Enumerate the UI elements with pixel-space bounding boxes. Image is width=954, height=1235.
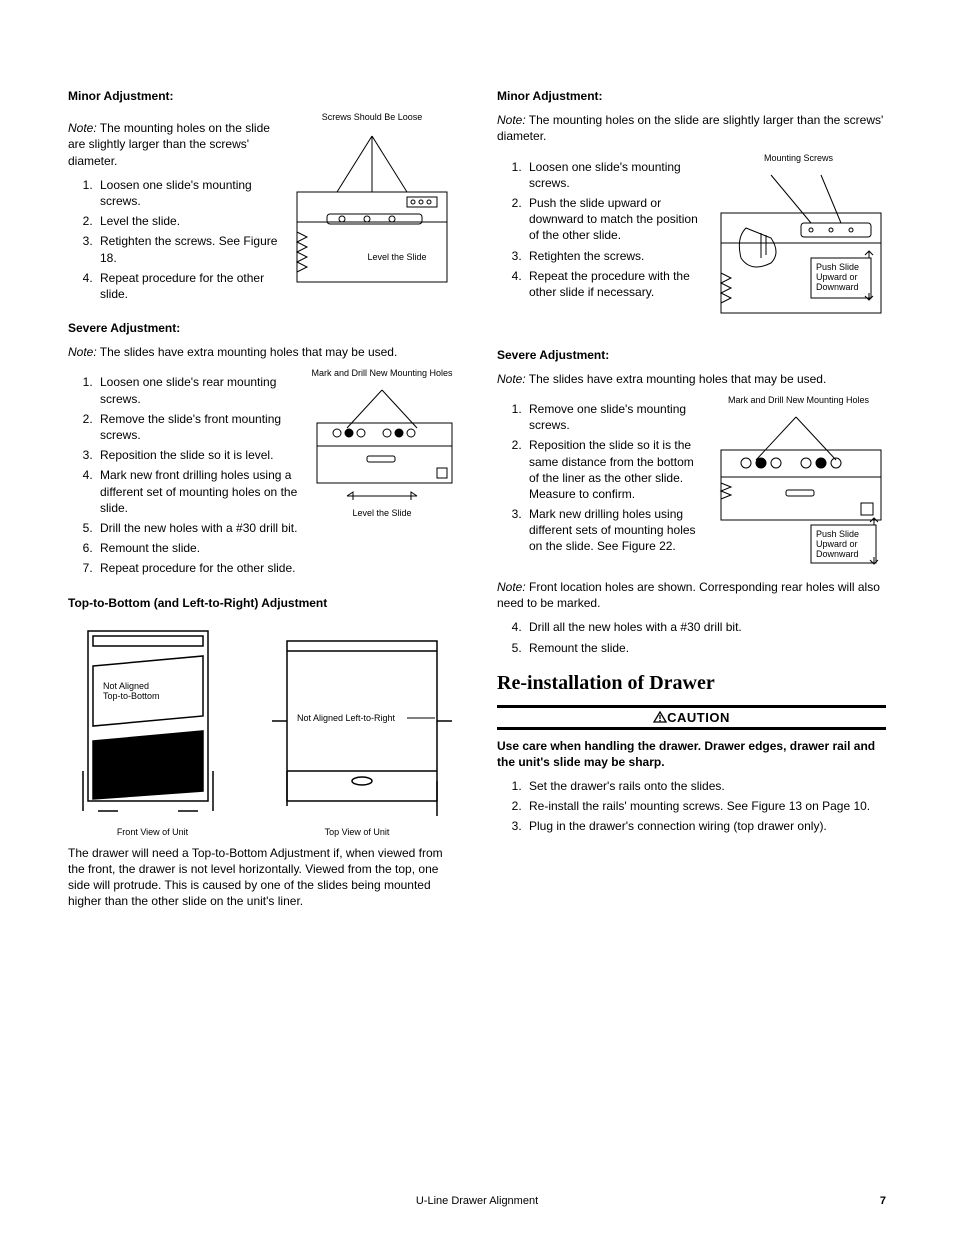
svg-text:Downward: Downward bbox=[816, 549, 859, 559]
svg-text:Push Slide: Push Slide bbox=[816, 529, 859, 539]
step: Plug in the drawer's connection wiring (… bbox=[525, 818, 886, 834]
minor-steps-right: Loosen one slide's mounting screws. Push… bbox=[525, 159, 703, 301]
footer-title: U-Line Drawer Alignment bbox=[68, 1195, 886, 1207]
severe-steps-right-a: Remove one slide's mounting screws. Repo… bbox=[525, 401, 703, 555]
caution-label: CAUTION bbox=[497, 708, 886, 727]
step: Repeat procedure for the other slide. bbox=[96, 270, 279, 302]
step: Remove the slide's front mounting screws… bbox=[96, 411, 299, 443]
step: Loosen one slide's mounting screws. bbox=[525, 159, 703, 191]
step: Remove one slide's mounting screws. bbox=[525, 401, 703, 433]
step: Reposition the slide so it is level. bbox=[96, 447, 299, 463]
diagram-top-view: Not Aligned Left-to-Right Top View of Un… bbox=[257, 621, 457, 837]
page-footer: U-Line Drawer Alignment 7 bbox=[68, 1195, 886, 1207]
diag-label: Not Aligned bbox=[103, 681, 149, 691]
svg-text:Downward: Downward bbox=[816, 282, 859, 292]
step: Re-install the rails' mounting screws. S… bbox=[525, 798, 886, 814]
step: Drill all the new holes with a #30 drill… bbox=[525, 619, 886, 635]
fig2-bottom-label: Level the Slide bbox=[307, 508, 457, 518]
note-body: The slides have extra mounting holes tha… bbox=[97, 345, 398, 359]
step: Set the drawer's rails onto the slides. bbox=[525, 778, 886, 794]
diag-right-sub: Top View of Unit bbox=[257, 827, 457, 837]
step: Mark new front drilling holes using a di… bbox=[96, 467, 299, 516]
fig1-top-label: Screws Should Be Loose bbox=[287, 112, 457, 122]
note-label: Note: bbox=[68, 345, 97, 359]
step: Loosen one slide's mounting screws. bbox=[96, 177, 279, 209]
figure-screws-loose: Screws Should Be Loose Level t bbox=[287, 112, 457, 262]
svg-text:Top-to-Bottom: Top-to-Bottom bbox=[103, 691, 160, 701]
minor-heading-right: Minor Adjustment: bbox=[497, 88, 886, 104]
caution-body: Use care when handling the drawer. Drawe… bbox=[497, 738, 886, 770]
severe-heading-left: Severe Adjustment: bbox=[68, 320, 457, 336]
svg-text:Not Aligned Left-to-Right: Not Aligned Left-to-Right bbox=[297, 713, 396, 723]
fig1-svg bbox=[287, 122, 457, 292]
reinstall-heading: Re-installation of Drawer bbox=[497, 672, 886, 695]
fig2-top-label: Mark and Drill New Mounting Holes bbox=[307, 368, 457, 378]
severe-steps-left: Loosen one slide's rear mounting screws.… bbox=[96, 374, 299, 576]
step: Repeat the procedure with the other slid… bbox=[525, 268, 703, 300]
step: Remount the slide. bbox=[96, 540, 299, 556]
step: Push the slide upward or downward to mat… bbox=[525, 195, 703, 244]
right-column: Minor Adjustment: Note: The mounting hol… bbox=[497, 80, 886, 917]
note-label: Note: bbox=[497, 372, 526, 386]
tb-heading: Top-to-Bottom (and Left-to-Right) Adjust… bbox=[68, 595, 457, 611]
caution-text: CAUTION bbox=[667, 710, 730, 725]
minor-note-left: Note: The mounting holes on the slide ar… bbox=[68, 120, 279, 169]
severe-heading-right: Severe Adjustment: bbox=[497, 347, 886, 363]
figr1-svg: Push Slide Upward or Downward bbox=[711, 163, 886, 333]
page-number: 7 bbox=[880, 1195, 886, 1207]
step: Loosen one slide's rear mounting screws. bbox=[96, 374, 299, 406]
fig2-svg bbox=[307, 378, 457, 508]
svg-text:Upward or: Upward or bbox=[816, 539, 858, 549]
caution-bar bbox=[497, 727, 886, 730]
diagram-front-view: Not Aligned Top-to-Bottom Front View of … bbox=[68, 621, 237, 837]
step: Retighten the screws. See Figure 18. bbox=[96, 233, 279, 265]
figr2-top-label: Mark and Drill New Mounting Holes bbox=[711, 395, 886, 405]
note-body: The slides have extra mounting holes tha… bbox=[526, 372, 827, 386]
minor-note-right: Note: The mounting holes on the slide ar… bbox=[497, 112, 886, 144]
step: Drill the new holes with a #30 drill bit… bbox=[96, 520, 299, 536]
note-label: Note: bbox=[68, 121, 97, 135]
svg-text:Push Slide: Push Slide bbox=[816, 262, 859, 272]
diagram-pair: Not Aligned Top-to-Bottom Front View of … bbox=[68, 621, 457, 837]
note-label: Note: bbox=[497, 580, 526, 594]
figr2-svg: Push Slide Upward or Downward bbox=[711, 405, 886, 565]
minor-steps-left: Loosen one slide's mounting screws. Leve… bbox=[96, 177, 279, 302]
note-label: Note: bbox=[497, 113, 526, 127]
note-body: Front location holes are shown. Correspo… bbox=[497, 580, 880, 610]
svg-text:Upward or: Upward or bbox=[816, 272, 858, 282]
figure-mark-drill-right: Mark and Drill New Mounting Holes Push S… bbox=[711, 395, 886, 565]
step: Repeat procedure for the other slide. bbox=[96, 560, 299, 576]
reinstall-steps: Set the drawer's rails onto the slides. … bbox=[525, 778, 886, 835]
fig1-bottom-label: Level the Slide bbox=[337, 252, 457, 262]
diag-left-sub: Front View of Unit bbox=[68, 827, 237, 837]
step: Retighten the screws. bbox=[525, 248, 703, 264]
figure-mark-drill-left: Mark and Drill New Mounting Holes Level … bbox=[307, 368, 457, 518]
severe-steps-right-b: Drill all the new holes with a #30 drill… bbox=[525, 619, 886, 655]
two-column-layout: Minor Adjustment: Screws Should Be Loose bbox=[68, 80, 886, 917]
left-column: Minor Adjustment: Screws Should Be Loose bbox=[68, 80, 457, 917]
severe-note2-right: Note: Front location holes are shown. Co… bbox=[497, 579, 886, 611]
step: Mark new drilling holes using different … bbox=[525, 506, 703, 555]
note-body: The mounting holes on the slide are slig… bbox=[68, 121, 270, 167]
figure-mounting-screws: Mounting Screws bbox=[711, 153, 886, 333]
step: Remount the slide. bbox=[525, 640, 886, 656]
severe-note-left: Note: The slides have extra mounting hol… bbox=[68, 344, 457, 360]
minor-heading-left: Minor Adjustment: bbox=[68, 88, 457, 104]
step: Level the slide. bbox=[96, 213, 279, 229]
caution-block: CAUTION bbox=[497, 705, 886, 730]
tb-body: The drawer will need a Top-to-Bottom Adj… bbox=[68, 845, 457, 910]
note-body: The mounting holes on the slide are slig… bbox=[497, 113, 883, 143]
warning-icon bbox=[653, 711, 667, 723]
step: Reposition the slide so it is the same d… bbox=[525, 437, 703, 502]
severe-note-right: Note: The slides have extra mounting hol… bbox=[497, 371, 886, 387]
figr1-top-label: Mounting Screws bbox=[711, 153, 886, 163]
